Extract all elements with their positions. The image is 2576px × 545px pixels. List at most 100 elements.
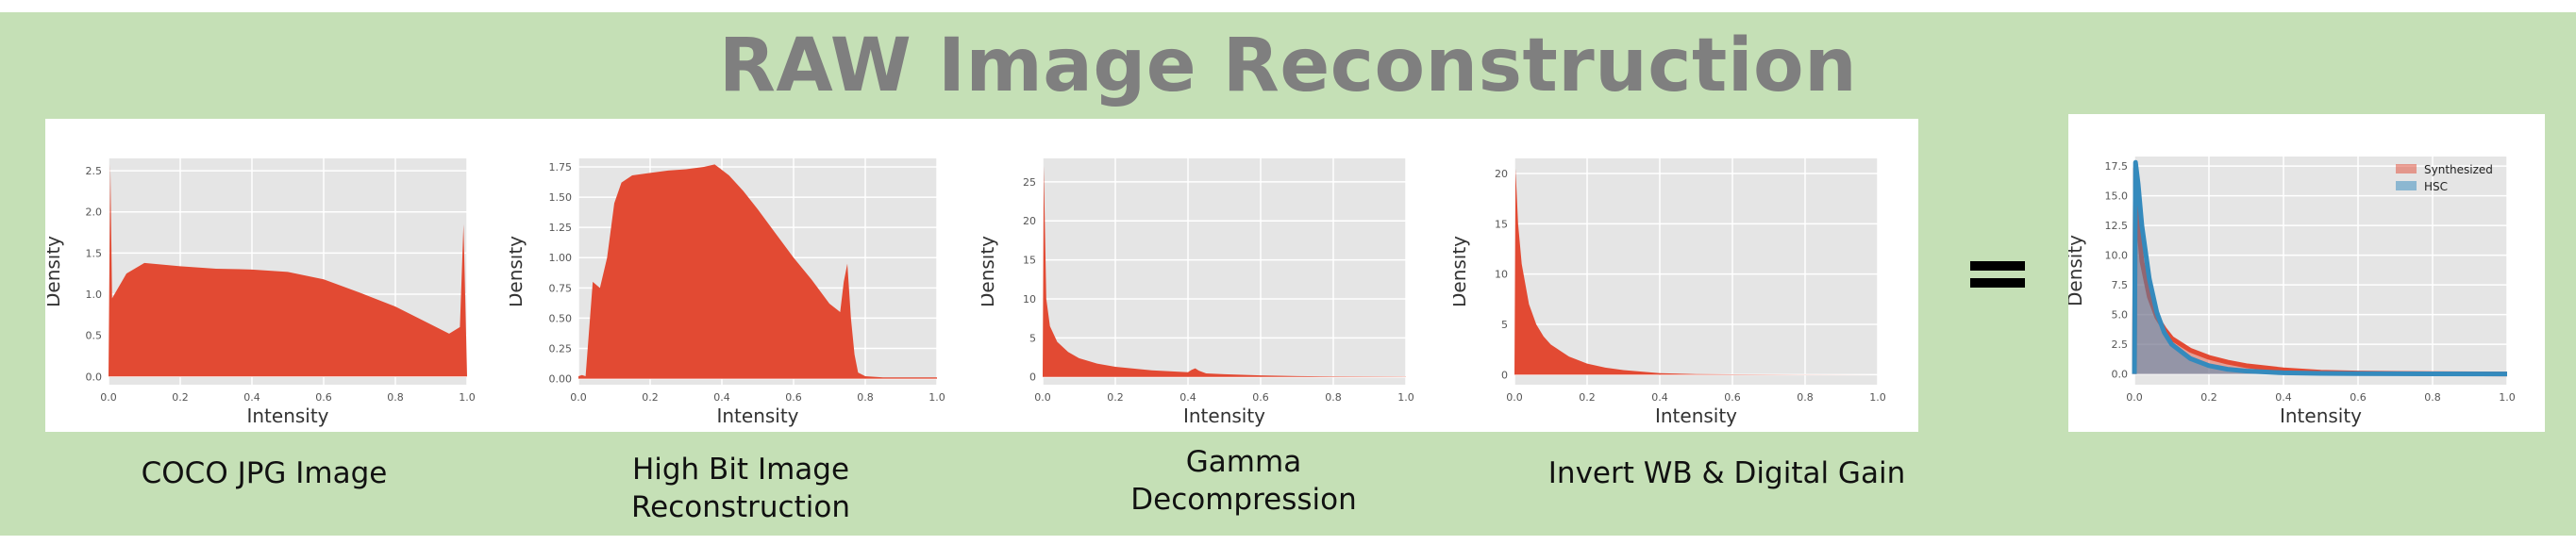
legend-label: Synthesized <box>2424 163 2493 176</box>
plot-area <box>1514 158 1878 385</box>
x-tick-label: 0.0 <box>2126 391 2143 404</box>
x-tick-label: 0.4 <box>713 391 730 404</box>
y-tick-label: 1.00 <box>549 252 573 264</box>
x-tick-label: 0.0 <box>1506 391 1523 404</box>
y-axis-label: Density <box>981 236 998 307</box>
series-area-0 <box>578 164 937 379</box>
x-tick-label: 0.4 <box>243 391 260 404</box>
y-tick-label: 7.5 <box>2112 279 2129 291</box>
y-tick-label: 10 <box>1495 269 1508 281</box>
x-tick-label: 0.0 <box>1034 391 1051 404</box>
series-area-0 <box>109 164 467 377</box>
x-tick-label: 0.0 <box>100 391 117 404</box>
y-tick-label: 12.5 <box>2105 220 2129 232</box>
x-tick-label: 0.2 <box>642 391 659 404</box>
y-tick-label: 2.5 <box>86 165 103 177</box>
x-axis-label: Intensity <box>246 405 328 427</box>
x-axis-label: Intensity <box>1655 405 1737 427</box>
chart-result: 0.0 0.2 0.4 0.6 0.8 1.0 0.0 2.5 5.0 7.5 10.0 12.5 15… <box>2068 157 2516 427</box>
y-tick-label: 10 <box>1023 293 1036 306</box>
page-title: RAW Image Reconstruction <box>718 24 1858 108</box>
chart-high-bit: 0.0 0.2 0.4 0.6 0.8 1.0 0.00 0.25 0.50 0.75 1.00 1.… <box>510 158 945 427</box>
y-tick-label: 20 <box>1023 215 1036 227</box>
y-tick-label: 10.0 <box>2105 250 2129 262</box>
x-tick-label: 0.8 <box>1325 391 1342 404</box>
caption-invert-wb: Invert WB & Digital Gain <box>1547 456 1906 490</box>
caption-high-bit: High Bit Image Reconstruction <box>552 451 929 526</box>
y-tick-label: 0.25 <box>549 342 573 355</box>
caption-line: Reconstruction <box>630 490 850 524</box>
caption-coco-jpg: COCO JPG Image <box>141 456 388 490</box>
caption-gamma: Gamma Decompression <box>1055 443 1432 519</box>
x-tick-label: 0.2 <box>1579 391 1596 404</box>
x-tick-label: 0.6 <box>785 391 802 404</box>
x-tick-label: 1.0 <box>928 391 945 404</box>
y-tick-label: 0.0 <box>86 371 103 383</box>
y-tick-label: 0.0 <box>2112 369 2129 381</box>
y-tick-label: 2.0 <box>86 206 103 219</box>
x-tick-label: 1.0 <box>2499 391 2516 404</box>
y-tick-label: 0 <box>1501 369 1508 381</box>
y-tick-label: 1.25 <box>549 222 573 234</box>
y-tick-label: 1.75 <box>549 161 573 173</box>
x-tick-label: 0.4 <box>2275 391 2292 404</box>
x-tick-label: 0.8 <box>387 391 404 404</box>
chart-invert-wb: 0.0 0.2 0.4 0.6 0.8 1.0 0 5 10 15 20 Intensity Densi… <box>1453 158 1886 427</box>
x-tick-label: 0.8 <box>2424 391 2441 404</box>
x-axis-label: Intensity <box>1183 405 1265 427</box>
y-tick-label: 25 <box>1023 176 1036 189</box>
y-axis-label: Density <box>47 236 64 307</box>
x-axis-label: Intensity <box>2280 405 2362 427</box>
x-tick-label: 0.2 <box>2200 391 2217 404</box>
x-tick-label: 1.0 <box>1397 391 1414 404</box>
x-tick-label: 0.4 <box>1179 391 1196 404</box>
x-tick-label: 0.2 <box>1107 391 1124 404</box>
y-tick-label: 15 <box>1495 218 1508 230</box>
chart-gamma: 0.0 0.2 0.4 0.6 0.8 1.0 0 5 10 15 20 25 Intensity Den… <box>981 158 1414 427</box>
y-axis-label: Density <box>510 236 527 307</box>
y-tick-label: 0.50 <box>549 312 573 324</box>
legend-label: HSC <box>2424 180 2448 193</box>
x-tick-label: 1.0 <box>1869 391 1886 404</box>
x-tick-label: 0.6 <box>2350 391 2367 404</box>
series-area-0 <box>1514 168 1878 375</box>
x-tick-label: 0.2 <box>172 391 189 404</box>
caption-line: Gamma <box>1185 445 1302 479</box>
x-tick-label: 0.4 <box>1651 391 1668 404</box>
chart-coco-jpg: 0.0 0.2 0.4 0.6 0.8 1.0 0.0 0.5 1.0 1.5 2.0 2.5 Inte… <box>47 158 476 427</box>
legend-swatch <box>2396 181 2417 190</box>
y-tick-label: 5 <box>1029 332 1036 344</box>
y-tick-label: 0.5 <box>86 330 103 342</box>
y-axis-label: Density <box>2068 235 2086 306</box>
plot-area <box>2134 157 2507 385</box>
y-tick-label: 15.0 <box>2105 190 2129 203</box>
y-tick-label: 5 <box>1501 319 1508 331</box>
y-tick-label: 20 <box>1495 168 1508 180</box>
series-area-1 <box>2134 162 2507 374</box>
y-tick-label: 1.0 <box>86 289 103 301</box>
caption-line: High Bit Image <box>631 453 850 487</box>
y-tick-label: 0.75 <box>549 282 573 294</box>
y-tick-label: 17.5 <box>2105 160 2129 173</box>
legend-swatch <box>2396 164 2417 173</box>
x-tick-label: 0.8 <box>1797 391 1814 404</box>
y-tick-label: 1.5 <box>86 247 103 259</box>
x-tick-label: 0.8 <box>857 391 874 404</box>
y-tick-label: 1.50 <box>549 191 573 204</box>
x-tick-label: 0.6 <box>1252 391 1269 404</box>
x-tick-label: 0.6 <box>315 391 332 404</box>
equals-symbol <box>1970 257 2031 295</box>
y-tick-label: 15 <box>1023 255 1036 267</box>
x-tick-label: 1.0 <box>459 391 476 404</box>
plot-area <box>1043 158 1406 385</box>
y-tick-label: 0 <box>1029 372 1036 384</box>
series-area-0 <box>2134 168 2507 374</box>
y-axis-label: Density <box>1453 236 1470 307</box>
y-tick-label: 2.5 <box>2112 339 2129 351</box>
y-tick-label: 0.00 <box>549 373 573 386</box>
series-line-1 <box>2132 159 2508 377</box>
caption-line: Decompression <box>1130 483 1357 517</box>
x-tick-label: 0.6 <box>1724 391 1741 404</box>
x-axis-label: Intensity <box>716 405 798 427</box>
x-tick-label: 0.0 <box>570 391 587 404</box>
